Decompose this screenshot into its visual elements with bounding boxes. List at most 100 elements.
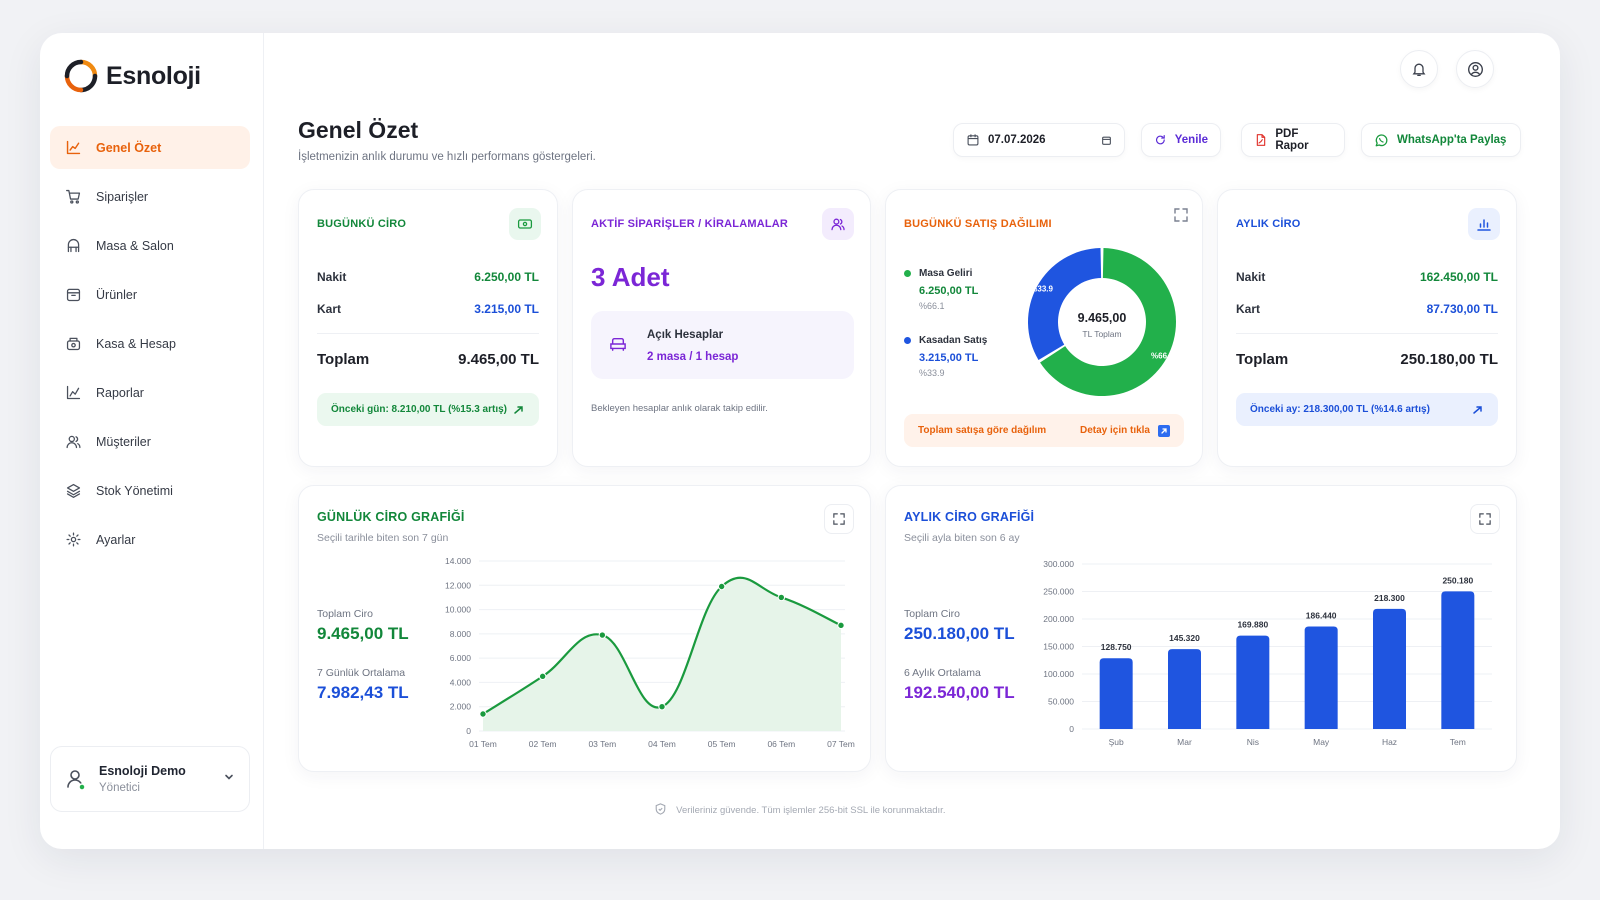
y-tick-label: 10.000 (445, 605, 471, 615)
sidebar-item-siparisler[interactable]: Siparişler (50, 175, 250, 218)
page-title: Genel Özet (298, 117, 419, 143)
x-tick-label: Haz (1382, 737, 1397, 747)
donut-slice[interactable] (1028, 248, 1102, 360)
total-label: Toplam (317, 351, 370, 368)
pdf-report-button[interactable]: PDF Rapor (1241, 123, 1345, 157)
card-value: 87.730,00 TL (1426, 302, 1498, 316)
bar[interactable] (1168, 649, 1201, 729)
donut-slice-label: %66.1 (1151, 351, 1174, 360)
y-tick-label: 200.000 (1043, 614, 1074, 624)
page-subtitle: İşletmenizin anlık durumu ve hızlı perfo… (298, 151, 596, 163)
sidebar-item-kasa-hesap[interactable]: Kasa & Hesap (50, 322, 250, 365)
legend-pct: %33.9 (919, 368, 945, 378)
expand-icon[interactable] (1174, 208, 1188, 227)
sidebar-item-musteriler[interactable]: Müşteriler (50, 420, 250, 463)
date-picker[interactable]: 07.07.2026 (953, 123, 1125, 157)
y-tick-label: 0 (466, 726, 471, 736)
average-value: 7.982,43 TL (317, 683, 409, 702)
open-accounts-value: 2 masa / 1 hesap (647, 351, 739, 363)
x-tick-label: Nis (1247, 737, 1259, 747)
profile-button[interactable] (1456, 50, 1494, 88)
user-circle-icon (1467, 61, 1483, 77)
bell-icon (1412, 63, 1426, 77)
y-tick-label: 6.000 (450, 653, 472, 663)
monthly-bar-chart[interactable]: 0 50.000 100.000 150.000 200.000 250.000 300.0… (1026, 546, 1506, 768)
sidebar-item-label: Ayarlar (96, 532, 136, 547)
x-tick-label: Tem (1450, 737, 1466, 747)
gear-icon (66, 532, 81, 547)
total-label: Toplam (1236, 351, 1289, 368)
box-icon (66, 288, 81, 302)
calendar-small-icon (1102, 136, 1111, 145)
legend-masa-geliri: Masa Geliri 6.250,00 TL %66.1 (904, 268, 978, 311)
donut-chart[interactable]: %66.1 %33.9 9.465,00 TL Toplam (1022, 242, 1182, 402)
detail-link[interactable]: Detay için tıkla (1080, 424, 1170, 437)
x-tick-label: 02 Tem (529, 739, 557, 749)
open-accounts-box[interactable]: Açık Hesaplar 2 masa / 1 hesap (591, 311, 854, 379)
donut-slice[interactable] (1040, 248, 1176, 396)
whatsapp-share-button[interactable]: WhatsApp'ta Paylaş (1361, 123, 1521, 157)
user-menu[interactable]: Esnoloji Demo Yönetici (50, 746, 250, 812)
chevron-down-icon[interactable] (223, 771, 235, 783)
data-point[interactable] (598, 631, 607, 639)
open-accounts-label: Açık Hesaplar (647, 329, 724, 341)
sidebar-item-label: Genel Özet (96, 140, 162, 155)
refresh-button[interactable]: Yenile (1141, 123, 1221, 157)
card-title: AYLIK CİRO GRAFİĞİ (904, 510, 1035, 524)
y-tick-label: 300.000 (1043, 559, 1074, 569)
data-point[interactable] (479, 710, 487, 718)
chart-subtitle: Seçili ayla biten son 6 ay (904, 532, 1020, 544)
notification-button[interactable] (1400, 50, 1438, 88)
x-tick-label: Mar (1177, 737, 1192, 747)
brand-name: Esnoloji (106, 61, 201, 90)
bar[interactable] (1373, 608, 1406, 729)
legend-label: Kasadan Satış (919, 335, 988, 346)
expand-button[interactable] (824, 504, 854, 534)
cash-row: Nakit 6.250,00 TL (317, 270, 539, 284)
sidebar-item-raporlar[interactable]: Raporlar (50, 371, 250, 414)
sidebar-item-genel-ozet[interactable]: Genel Özet (50, 126, 250, 169)
sidebar-item-stok-yonetimi[interactable]: Stok Yönetimi (50, 469, 250, 512)
monthly-revenue-chart-card: AYLIK CİRO GRAFİĞİ Seçili ayla biten son… (885, 485, 1517, 772)
sidebar-item-masa-salon[interactable]: Masa & Salon (50, 224, 250, 267)
bar[interactable] (1099, 658, 1133, 729)
expand-icon (1479, 513, 1491, 525)
average-label: 6 Aylık Ortalama (904, 667, 981, 679)
trend-up-icon (1473, 405, 1482, 414)
chart-line-icon (66, 140, 81, 155)
sofa-icon (610, 337, 626, 351)
daily-revenue-chart-card: GÜNLÜK CİRO GRAFİĞİ Seçili tarihle biten… (298, 485, 871, 772)
whatsapp-label: WhatsApp'ta Paylaş (1397, 134, 1507, 146)
security-note-text: Verileriniz güvende. Tüm işlemler 256-bi… (676, 805, 946, 816)
chair-icon (67, 238, 80, 253)
logo-icon (64, 59, 98, 93)
data-point[interactable] (658, 703, 666, 711)
y-tick-label: 14.000 (445, 556, 471, 566)
bar-data-label: 128.750 (1101, 642, 1132, 652)
data-point[interactable] (777, 593, 786, 602)
card-title: BUGÜNKÜ CİRO (317, 218, 407, 230)
cash-icon (509, 208, 541, 240)
divider (317, 333, 539, 334)
bar[interactable] (1441, 591, 1475, 729)
active-orders-note: Bekleyen hesaplar anlık olarak takip edi… (591, 403, 768, 414)
data-point[interactable] (538, 672, 547, 681)
active-orders-count: 3 Adet (591, 262, 670, 292)
data-point[interactable] (717, 582, 726, 591)
expand-button[interactable] (1470, 504, 1500, 534)
card-row: Kart 3.215,00 TL (317, 302, 539, 316)
bar[interactable] (1236, 635, 1270, 729)
sidebar-item-label: Masa & Salon (96, 238, 174, 253)
bar-data-label: 145.320 (1169, 633, 1200, 643)
x-tick-label: 07 Tem (827, 739, 855, 749)
distribution-footer[interactable]: Toplam satışa göre dağılım Detay için tı… (904, 414, 1184, 447)
y-tick-label: 2.000 (450, 702, 472, 712)
sidebar-item-ayarlar[interactable]: Ayarlar (50, 518, 250, 561)
daily-area-chart[interactable]: 0 2.000 4.000 6.000 8.000 10.000 12.000 14.000 0… (429, 546, 869, 768)
brand-logo[interactable]: Esnoloji (64, 59, 201, 93)
bar-data-label: 218.300 (1374, 593, 1405, 603)
previous-month-text: Önceki ay: 218.300,00 TL (%14.6 artış) (1250, 404, 1430, 415)
sidebar-item-urunler[interactable]: Ürünler (50, 273, 250, 316)
bar[interactable] (1304, 626, 1338, 729)
data-point[interactable] (837, 621, 845, 630)
